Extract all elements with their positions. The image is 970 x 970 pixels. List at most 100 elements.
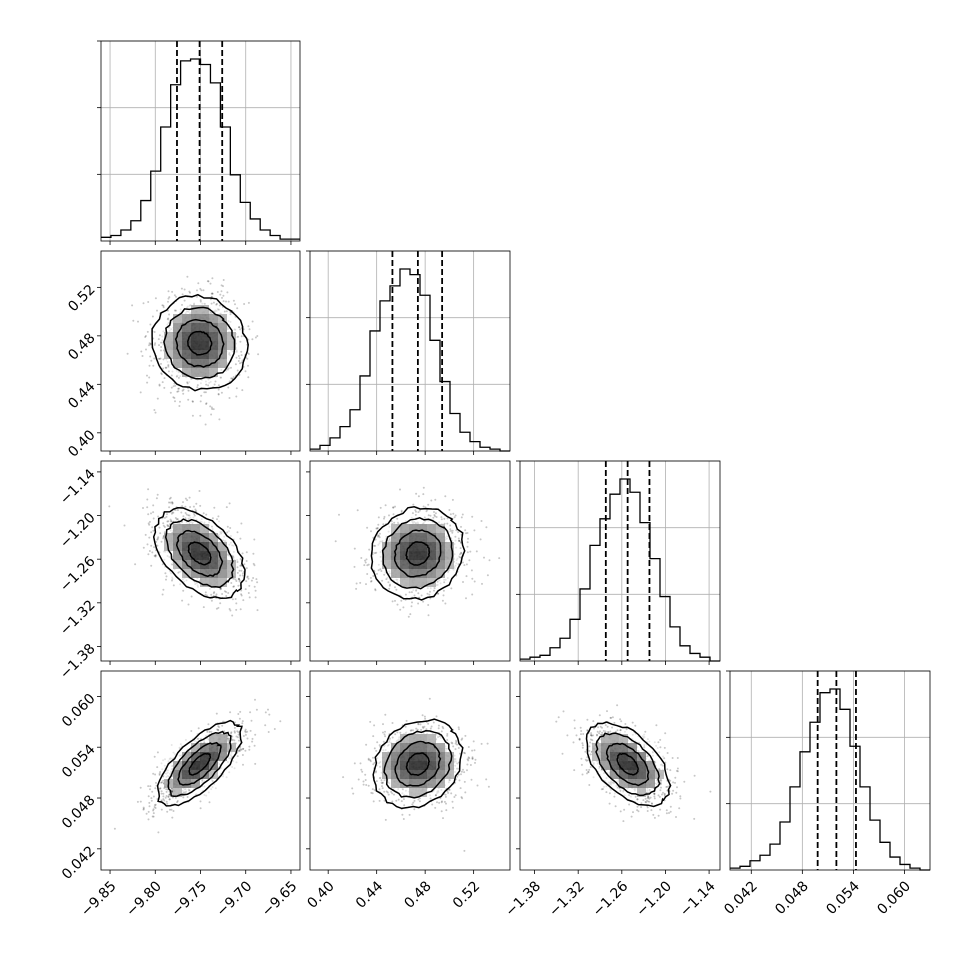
sample-point: [207, 384, 210, 387]
sample-point: [217, 393, 220, 396]
sample-point: [197, 727, 200, 730]
density-cell: [209, 341, 218, 350]
sample-point: [170, 328, 173, 331]
sample-point: [168, 296, 171, 299]
sample-point: [454, 564, 457, 567]
contour-level-3: [370, 506, 466, 601]
sample-point: [236, 571, 239, 574]
sample-point: [429, 794, 432, 797]
sample-point: [187, 603, 190, 606]
sample-point: [158, 334, 161, 337]
sample-point: [388, 514, 390, 517]
sample-point: [209, 282, 212, 285]
density-cell: [182, 770, 191, 779]
sample-point: [167, 525, 170, 528]
sample-point: [221, 296, 223, 299]
sample-point: [204, 423, 207, 426]
sample-point: [373, 552, 376, 555]
sample-point: [241, 552, 244, 555]
sample-point: [255, 578, 258, 581]
sample-point: [141, 355, 144, 357]
sample-point: [152, 808, 155, 811]
density-cell: [200, 761, 209, 770]
sample-point: [211, 780, 214, 782]
density-cell: [173, 551, 182, 560]
sample-point: [154, 411, 157, 414]
sample-point: [188, 521, 191, 524]
sample-point: [200, 394, 203, 397]
sample-point: [181, 389, 184, 392]
sample-point: [234, 363, 237, 366]
sample-point: [211, 277, 214, 280]
sample-point: [185, 310, 188, 313]
sample-point: [150, 531, 153, 534]
sample-point: [202, 606, 205, 609]
sample-point: [228, 397, 231, 399]
sample-point: [159, 532, 162, 535]
sample-point: [426, 592, 429, 595]
sample-point: [236, 736, 239, 739]
sample-point: [205, 383, 208, 386]
sample-point: [166, 771, 169, 774]
sample-point: [197, 737, 200, 740]
sample-point: [384, 713, 387, 716]
sample-point: [244, 728, 247, 731]
sample-point: [164, 550, 167, 553]
sample-point: [169, 529, 172, 532]
sample-point: [415, 588, 418, 591]
sample-point: [388, 572, 391, 575]
sample-point: [160, 372, 163, 375]
sample-point: [213, 591, 216, 594]
sample-point: [264, 711, 267, 714]
sample-point: [208, 730, 211, 733]
sample-point: [458, 539, 460, 542]
sample-point: [170, 808, 173, 811]
sample-point: [215, 593, 218, 596]
contour-level-2: [167, 730, 232, 798]
sample-point: [134, 563, 137, 566]
sample-point: [153, 804, 156, 807]
sample-point: [417, 602, 420, 605]
sample-point: [188, 496, 191, 499]
sample-point: [220, 369, 223, 371]
sample-point: [240, 594, 243, 597]
sample-point: [190, 377, 193, 380]
sample-point: [169, 757, 172, 760]
sample-point: [197, 282, 200, 285]
density-cell: [182, 359, 191, 368]
sample-point: [142, 806, 145, 809]
sample-point: [246, 737, 249, 740]
sample-point: [383, 799, 386, 802]
sample-point: [146, 330, 149, 333]
panel-frame: [309, 460, 511, 662]
sample-point: [409, 729, 412, 732]
sample-point: [411, 512, 414, 515]
sample-point: [379, 568, 382, 571]
density-cell: [200, 323, 209, 332]
sample-point: [254, 336, 257, 339]
sample-point: [195, 509, 198, 512]
sample-point: [226, 738, 229, 741]
sample-point: [264, 724, 267, 727]
sample-point: [226, 368, 229, 371]
sample-point: [237, 733, 240, 736]
sample-point: [253, 744, 256, 747]
sample-point: [447, 781, 450, 784]
sample-point: [242, 735, 245, 737]
sample-point: [227, 386, 230, 389]
sample-point: [376, 527, 379, 530]
sample-point: [150, 544, 153, 547]
sample-point: [252, 577, 255, 579]
density-cell: [218, 752, 227, 761]
sample-point: [191, 400, 194, 403]
sample-point: [238, 578, 241, 580]
sample-point: [387, 530, 390, 533]
sample-point: [202, 512, 205, 515]
sample-point: [387, 581, 390, 584]
sample-point: [422, 505, 425, 508]
sample-point: [422, 732, 425, 735]
sample-point: [204, 593, 207, 596]
sample-point: [362, 783, 365, 786]
sample-point: [207, 738, 210, 741]
sample-point: [460, 525, 462, 528]
